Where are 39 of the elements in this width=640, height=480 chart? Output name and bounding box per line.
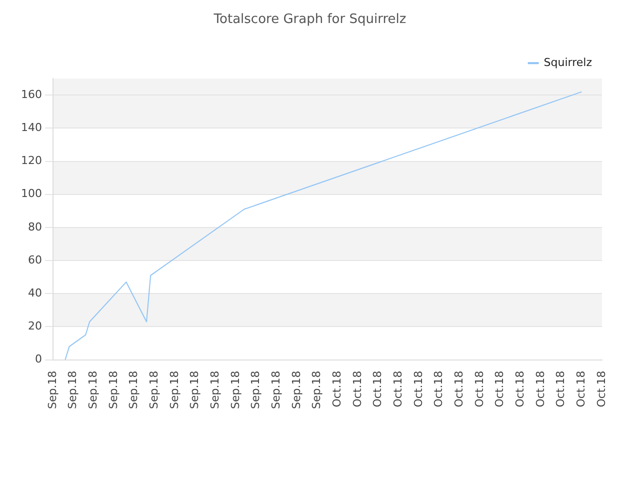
x-tick-label: Sep.18 — [46, 370, 59, 410]
x-tick-label: Sep.18 — [208, 370, 222, 410]
y-tick-label: 20 — [28, 320, 42, 333]
y-tick-label: 100 — [20, 187, 42, 200]
y-tick-label: 40 — [28, 286, 42, 300]
x-tick-label: Oct.18 — [452, 370, 466, 408]
x-tick-label: Sep.18 — [290, 370, 303, 410]
y-tick-label: 140 — [20, 121, 42, 134]
x-tick-label: Oct.18 — [371, 370, 384, 408]
x-tick-label: Oct.18 — [554, 370, 568, 408]
legend-label: Squirrelz — [544, 56, 592, 69]
x-tick-label: Sep.18 — [66, 370, 80, 410]
x-tick-label: Sep.18 — [228, 370, 242, 410]
chart-title: Totalscore Graph for Squirrelz — [212, 12, 406, 28]
x-tick-label: Sep.18 — [148, 370, 161, 410]
x-tick-label: Oct.18 — [392, 370, 405, 408]
x-tick-label: Oct.18 — [534, 370, 547, 408]
x-tick-label: Oct.18 — [594, 370, 608, 408]
x-tick-label: Oct.18 — [432, 370, 446, 408]
x-tick-label: Oct.18 — [493, 370, 506, 408]
x-tick-label: Oct.18 — [330, 370, 344, 408]
y-tick-label: 80 — [28, 220, 42, 234]
y-tick-label: 0 — [34, 352, 42, 366]
x-tick-label: Oct.18 — [350, 370, 364, 408]
x-tick-label: Oct.18 — [574, 370, 588, 408]
x-tick-label: Sep.18 — [127, 370, 140, 410]
x-tick-label: Sep.18 — [188, 370, 202, 410]
y-tick-label: 120 — [20, 154, 42, 168]
x-tick-label: Sep.18 — [270, 370, 283, 410]
x-tick-label: Sep.18 — [310, 370, 324, 410]
x-tick-label: Oct.18 — [514, 370, 527, 408]
y-tick-label: 60 — [28, 253, 42, 266]
x-tick-label: Sep.18 — [168, 370, 181, 410]
x-tick-label: Sep.18 — [106, 370, 120, 410]
x-tick-label: Sep.18 — [249, 370, 262, 410]
x-tick-label: Oct.18 — [412, 370, 425, 408]
x-tick-label: Oct.18 — [472, 370, 486, 408]
x-tick-label: Sep.18 — [86, 370, 100, 410]
y-tick-label: 160 — [20, 88, 42, 101]
